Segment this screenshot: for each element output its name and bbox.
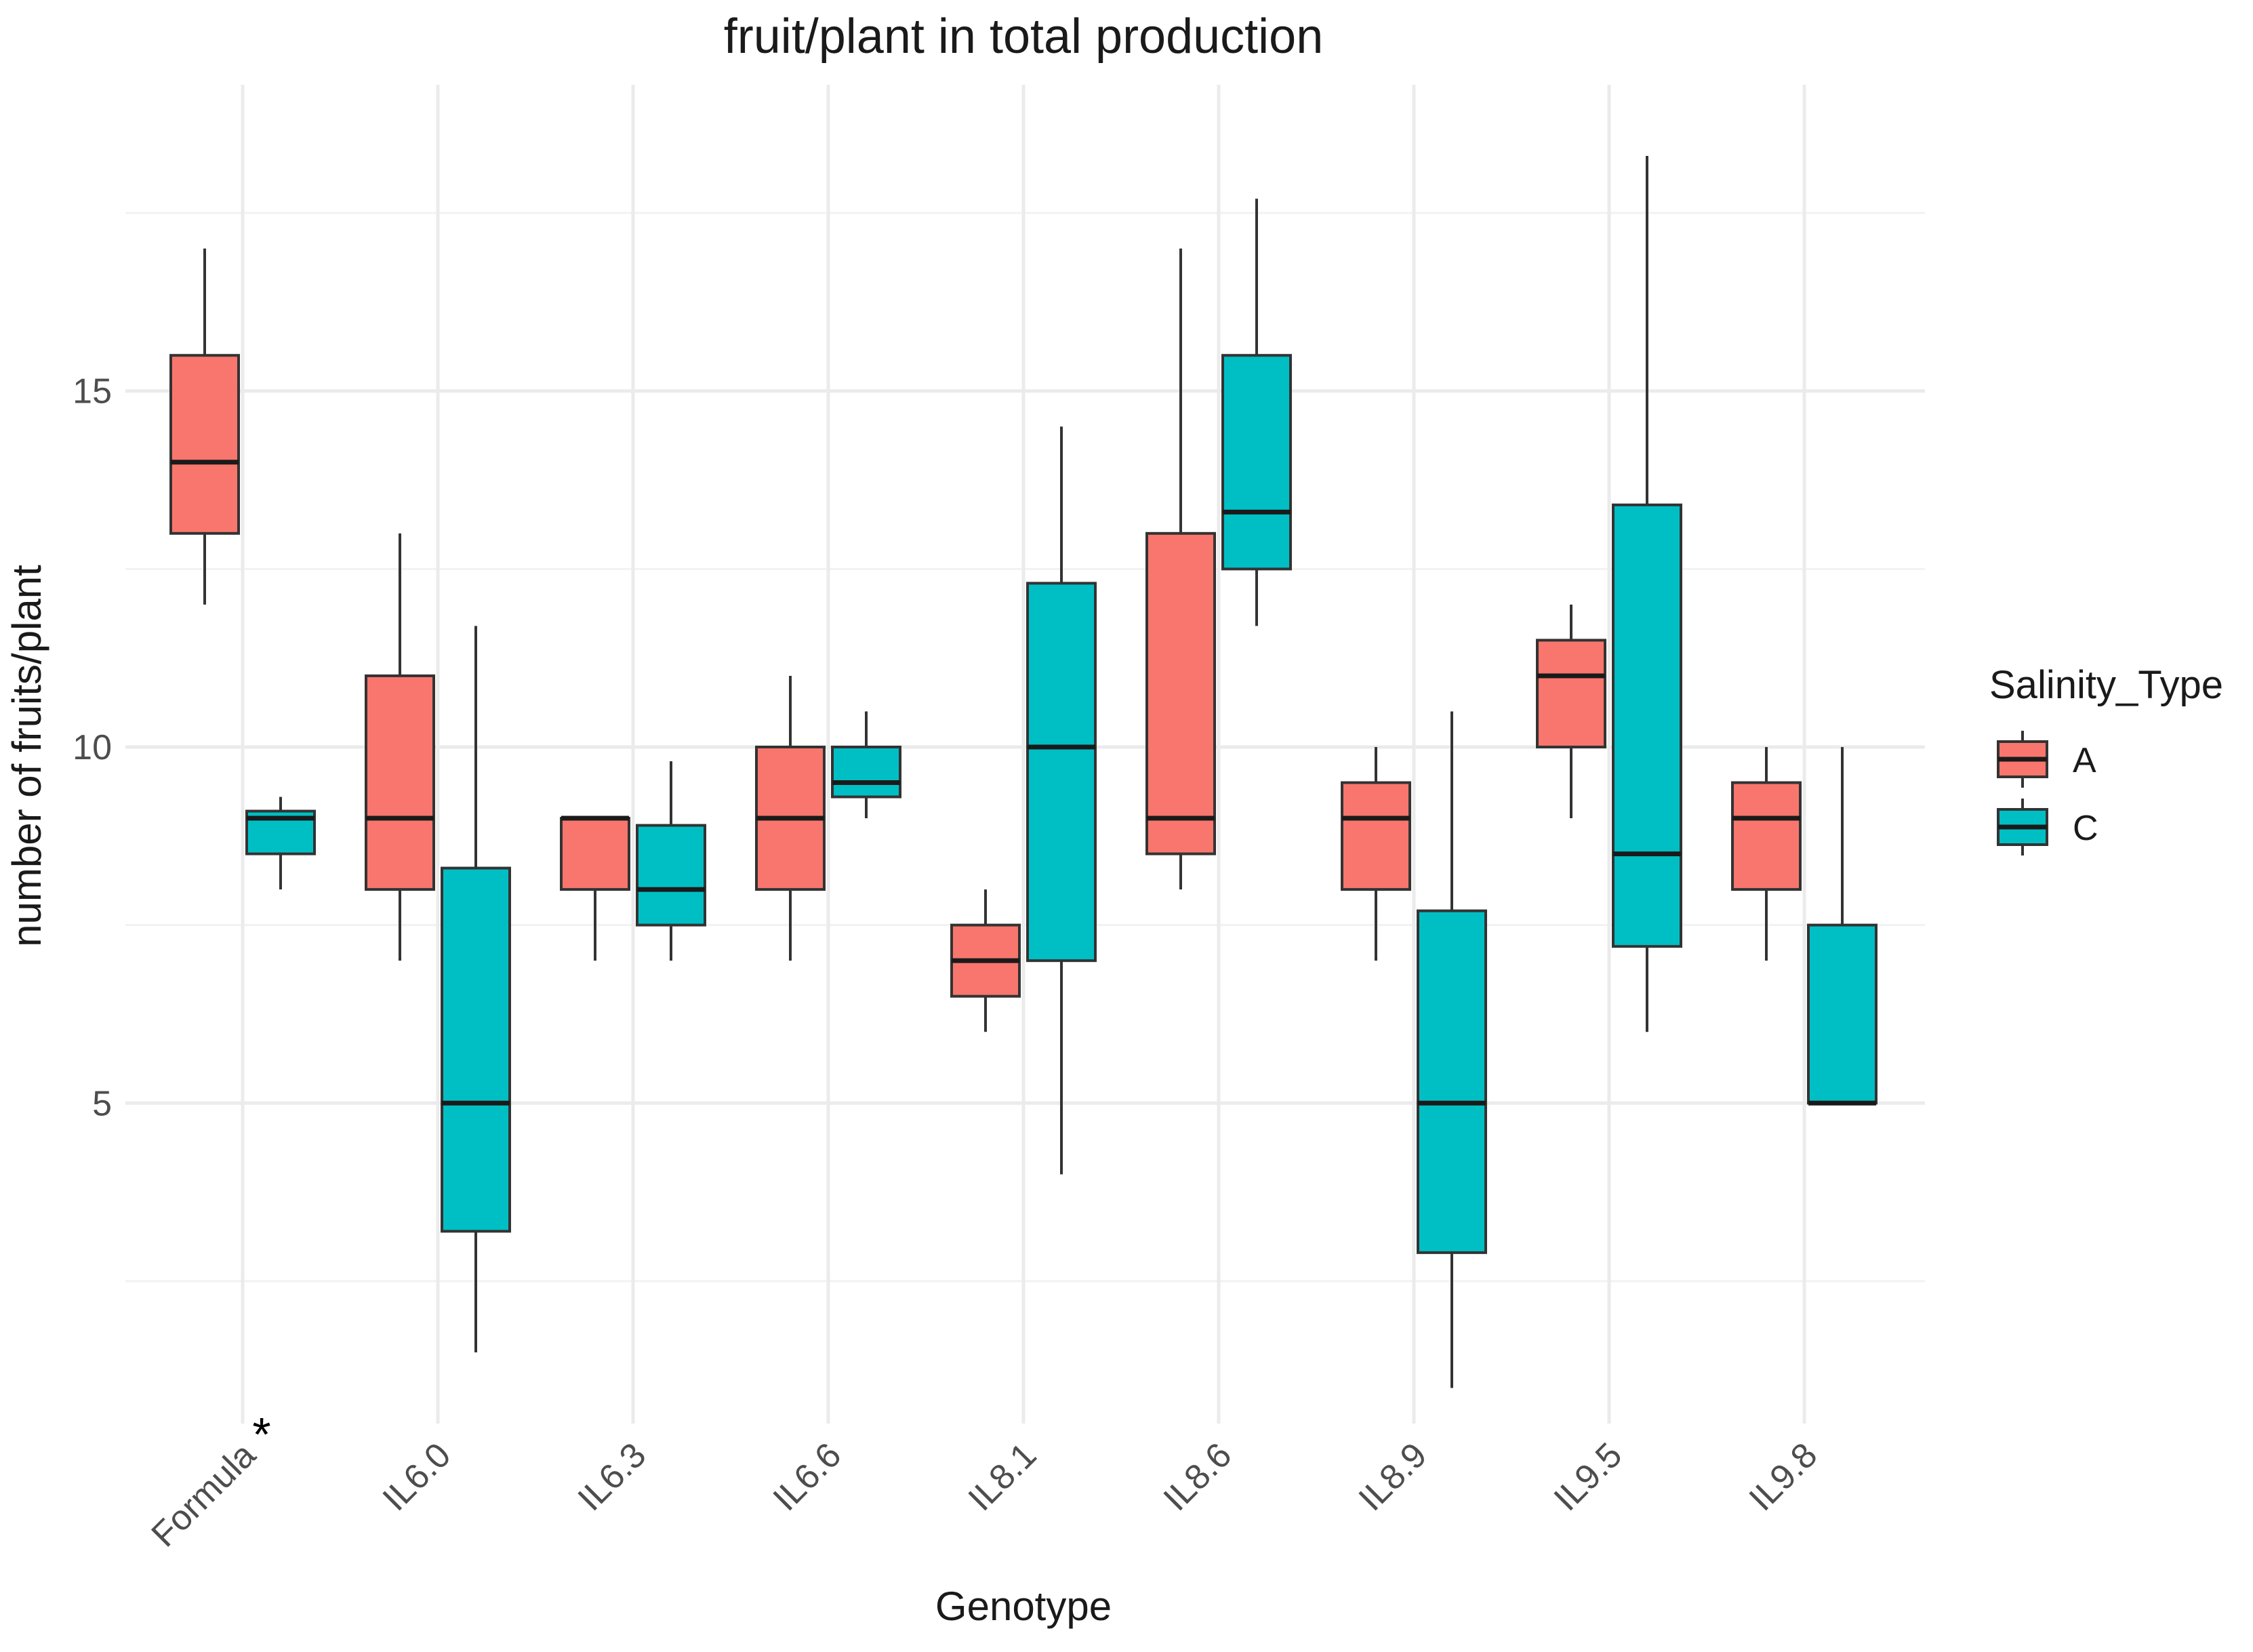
series-C — [245, 156, 1878, 1388]
chart-title: fruit/plant in total production — [724, 9, 1324, 64]
legend-label: A — [2073, 741, 2096, 780]
box-body — [1536, 639, 1606, 748]
box-A-IL9.5 — [1536, 604, 1606, 819]
box-body — [560, 817, 630, 891]
legend-item-A: A — [1997, 731, 2096, 788]
y-tick-label: 5 — [92, 1084, 112, 1123]
box-body — [1417, 909, 1487, 1254]
significance-annotation: * — [252, 1408, 270, 1461]
legend-title: Salinity_Type — [1989, 663, 2223, 707]
y-tick-label: 10 — [73, 728, 112, 767]
box-C-IL9.5 — [1612, 156, 1682, 1032]
box-A-IL6.0 — [365, 533, 435, 961]
box-A-IL8.6 — [1145, 248, 1216, 890]
x-axis-title: Genotype — [935, 1584, 1112, 1629]
box-body — [1731, 781, 1802, 891]
box-body — [1026, 582, 1097, 963]
x-tick-label: IL8.9 — [1352, 1435, 1435, 1518]
x-tick-label: IL8.6 — [1156, 1435, 1240, 1518]
x-tick-label: IL9.8 — [1742, 1435, 1825, 1518]
x-tick-label: IL9.5 — [1547, 1435, 1630, 1518]
annotations: * — [252, 1408, 270, 1461]
box-C-IL6.3 — [636, 761, 706, 961]
box-A-IL6.3 — [560, 815, 630, 961]
box-A-IL8.9 — [1341, 746, 1411, 961]
y-axis-title: number of fruits/plant — [4, 565, 49, 947]
legend-label: C — [2073, 809, 2098, 848]
box-body — [636, 824, 706, 927]
legend: Salinity_Type AC — [1989, 663, 2223, 855]
box-C-IL6.0 — [441, 626, 511, 1352]
box-C-IL8.1 — [1026, 426, 1097, 1175]
box-C-IL8.9 — [1417, 711, 1487, 1388]
x-tick-label: IL8.1 — [961, 1435, 1044, 1518]
box-body — [365, 674, 435, 891]
series-A — [169, 248, 1802, 1032]
box-C-IL9.8 — [1807, 746, 1878, 1106]
box-A-IL9.8 — [1731, 746, 1802, 961]
x-axis-ticks: Formula IL6.0 IL6.3 IL6.6 IL8.1 IL8.6 IL8.9 IL9… — [144, 1435, 1825, 1554]
box-body — [1612, 503, 1682, 948]
box-body — [831, 745, 901, 799]
box-body — [169, 354, 240, 535]
box-C-Formula — [245, 797, 316, 890]
x-tick-label: IL6.0 — [376, 1435, 459, 1518]
x-tick-label: Formula — [144, 1435, 264, 1554]
y-axis-ticks: 5 10 15 — [73, 372, 112, 1124]
box-A-IL6.6 — [755, 675, 826, 961]
box-body — [1221, 354, 1292, 571]
legend-item-C: C — [1997, 799, 2098, 855]
y-tick-label: 15 — [73, 372, 112, 411]
box-C-IL6.6 — [831, 711, 901, 819]
box-body — [441, 866, 511, 1233]
plot-area — [169, 156, 1878, 1388]
box-C-IL8.6 — [1221, 199, 1292, 626]
box-body — [1145, 531, 1216, 855]
x-tick-label: IL6.6 — [766, 1435, 849, 1518]
box-body — [1341, 781, 1411, 891]
box-A-Formula — [169, 248, 240, 605]
x-tick-label: IL6.3 — [571, 1435, 654, 1518]
box-body — [1807, 923, 1878, 1105]
box-A-IL8.1 — [950, 889, 1021, 1032]
